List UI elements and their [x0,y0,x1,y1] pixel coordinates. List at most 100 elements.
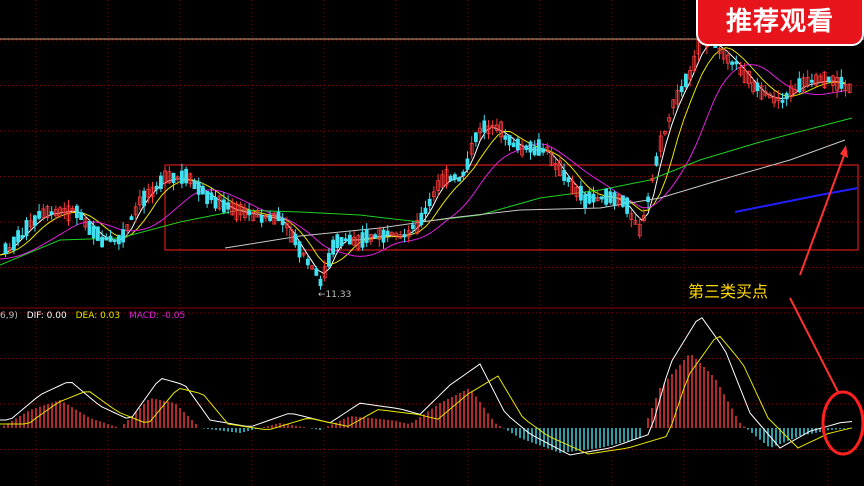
candle-body [343,238,348,242]
candle-body [137,196,142,206]
candle-body [642,215,646,222]
candle-body [499,121,504,138]
macd-lines [0,317,853,456]
candle-body [154,185,159,190]
candle-body [633,220,638,225]
candle-body [167,171,172,184]
candle-body [797,78,802,93]
candle-body [289,229,294,243]
candle-body [272,212,277,225]
candle-body [242,207,247,218]
candle-body [684,73,688,87]
candle-body [608,191,613,203]
candle-body [310,265,315,270]
candle-body [574,187,579,197]
candle-body [831,75,835,86]
candle-body [658,135,663,152]
candle-body [129,216,134,220]
candle-body [604,188,608,205]
candle-body [427,198,432,207]
candle-body [238,204,243,215]
candle-body [570,180,575,195]
candle-body [494,124,499,131]
candle-body [305,258,310,266]
candle-body [368,234,373,242]
candle-body [663,131,667,135]
candle-body [747,70,751,85]
candle-body [33,215,37,226]
candle-body [117,234,121,245]
candle-body [583,194,587,209]
candle-body [234,203,239,220]
highlight-circle [821,390,864,456]
candle-body [768,93,772,99]
candle-body [352,236,357,246]
candle-body [28,220,33,228]
candle-body [801,77,806,91]
candle-body [486,125,491,134]
candle-body [213,196,218,209]
candle-body [431,191,436,198]
candle-body [377,228,382,240]
candle-body [7,247,12,252]
candle-body [646,196,650,203]
candle-body [322,266,327,279]
candle-body [280,217,285,226]
candle-body [175,176,180,180]
candle-body [511,142,516,148]
candle-body [360,232,365,248]
candle-body [692,55,697,72]
candle-body [637,223,642,237]
candle-body [179,170,184,184]
candle-body [520,144,524,156]
candle-body [717,48,722,54]
candle-body [184,168,189,184]
candle-body [482,120,487,133]
candle-body [16,230,21,243]
low-price-label: ←11.33 [318,290,352,300]
candle-body [200,186,205,195]
candle-body [389,232,394,236]
candle-body [503,135,508,140]
candle-body [562,169,566,181]
candle-body [339,236,344,247]
candle-body [263,214,268,219]
candle-body [66,205,71,222]
candle-body [667,117,671,122]
candle-body [112,239,117,243]
candle-body [600,196,604,200]
macd-histogram [3,355,853,453]
candle-body [255,209,260,218]
candle-body [742,69,747,84]
candle-body [221,199,226,213]
candle-body [91,225,96,239]
candle-body [726,54,730,64]
candle-body [436,180,441,191]
candle-body [150,186,155,198]
candle-body [62,208,67,213]
candle-body [595,197,600,201]
candle-body [448,175,453,181]
candle-body [679,86,684,93]
candle-body [675,90,680,105]
candle-body [826,76,831,83]
candle-body [843,83,848,92]
candle-body [301,252,306,256]
candle-body [478,127,483,134]
ma5-line [0,42,847,275]
candle-body [738,67,743,76]
candle-body [566,177,571,183]
dif-line [0,317,853,456]
candle-body [133,206,138,216]
candle-body [96,226,100,241]
buy-point-label: 第三类买点 [688,282,769,301]
candle-body [410,224,415,230]
macd-params: 6,9) [0,311,18,321]
candle-body [20,235,25,239]
recommend-badge[interactable]: 推荐观看 [696,0,864,46]
candle-body [835,77,839,91]
dif-value: DIF: 0.00 [26,311,67,321]
candle-body [730,61,734,65]
